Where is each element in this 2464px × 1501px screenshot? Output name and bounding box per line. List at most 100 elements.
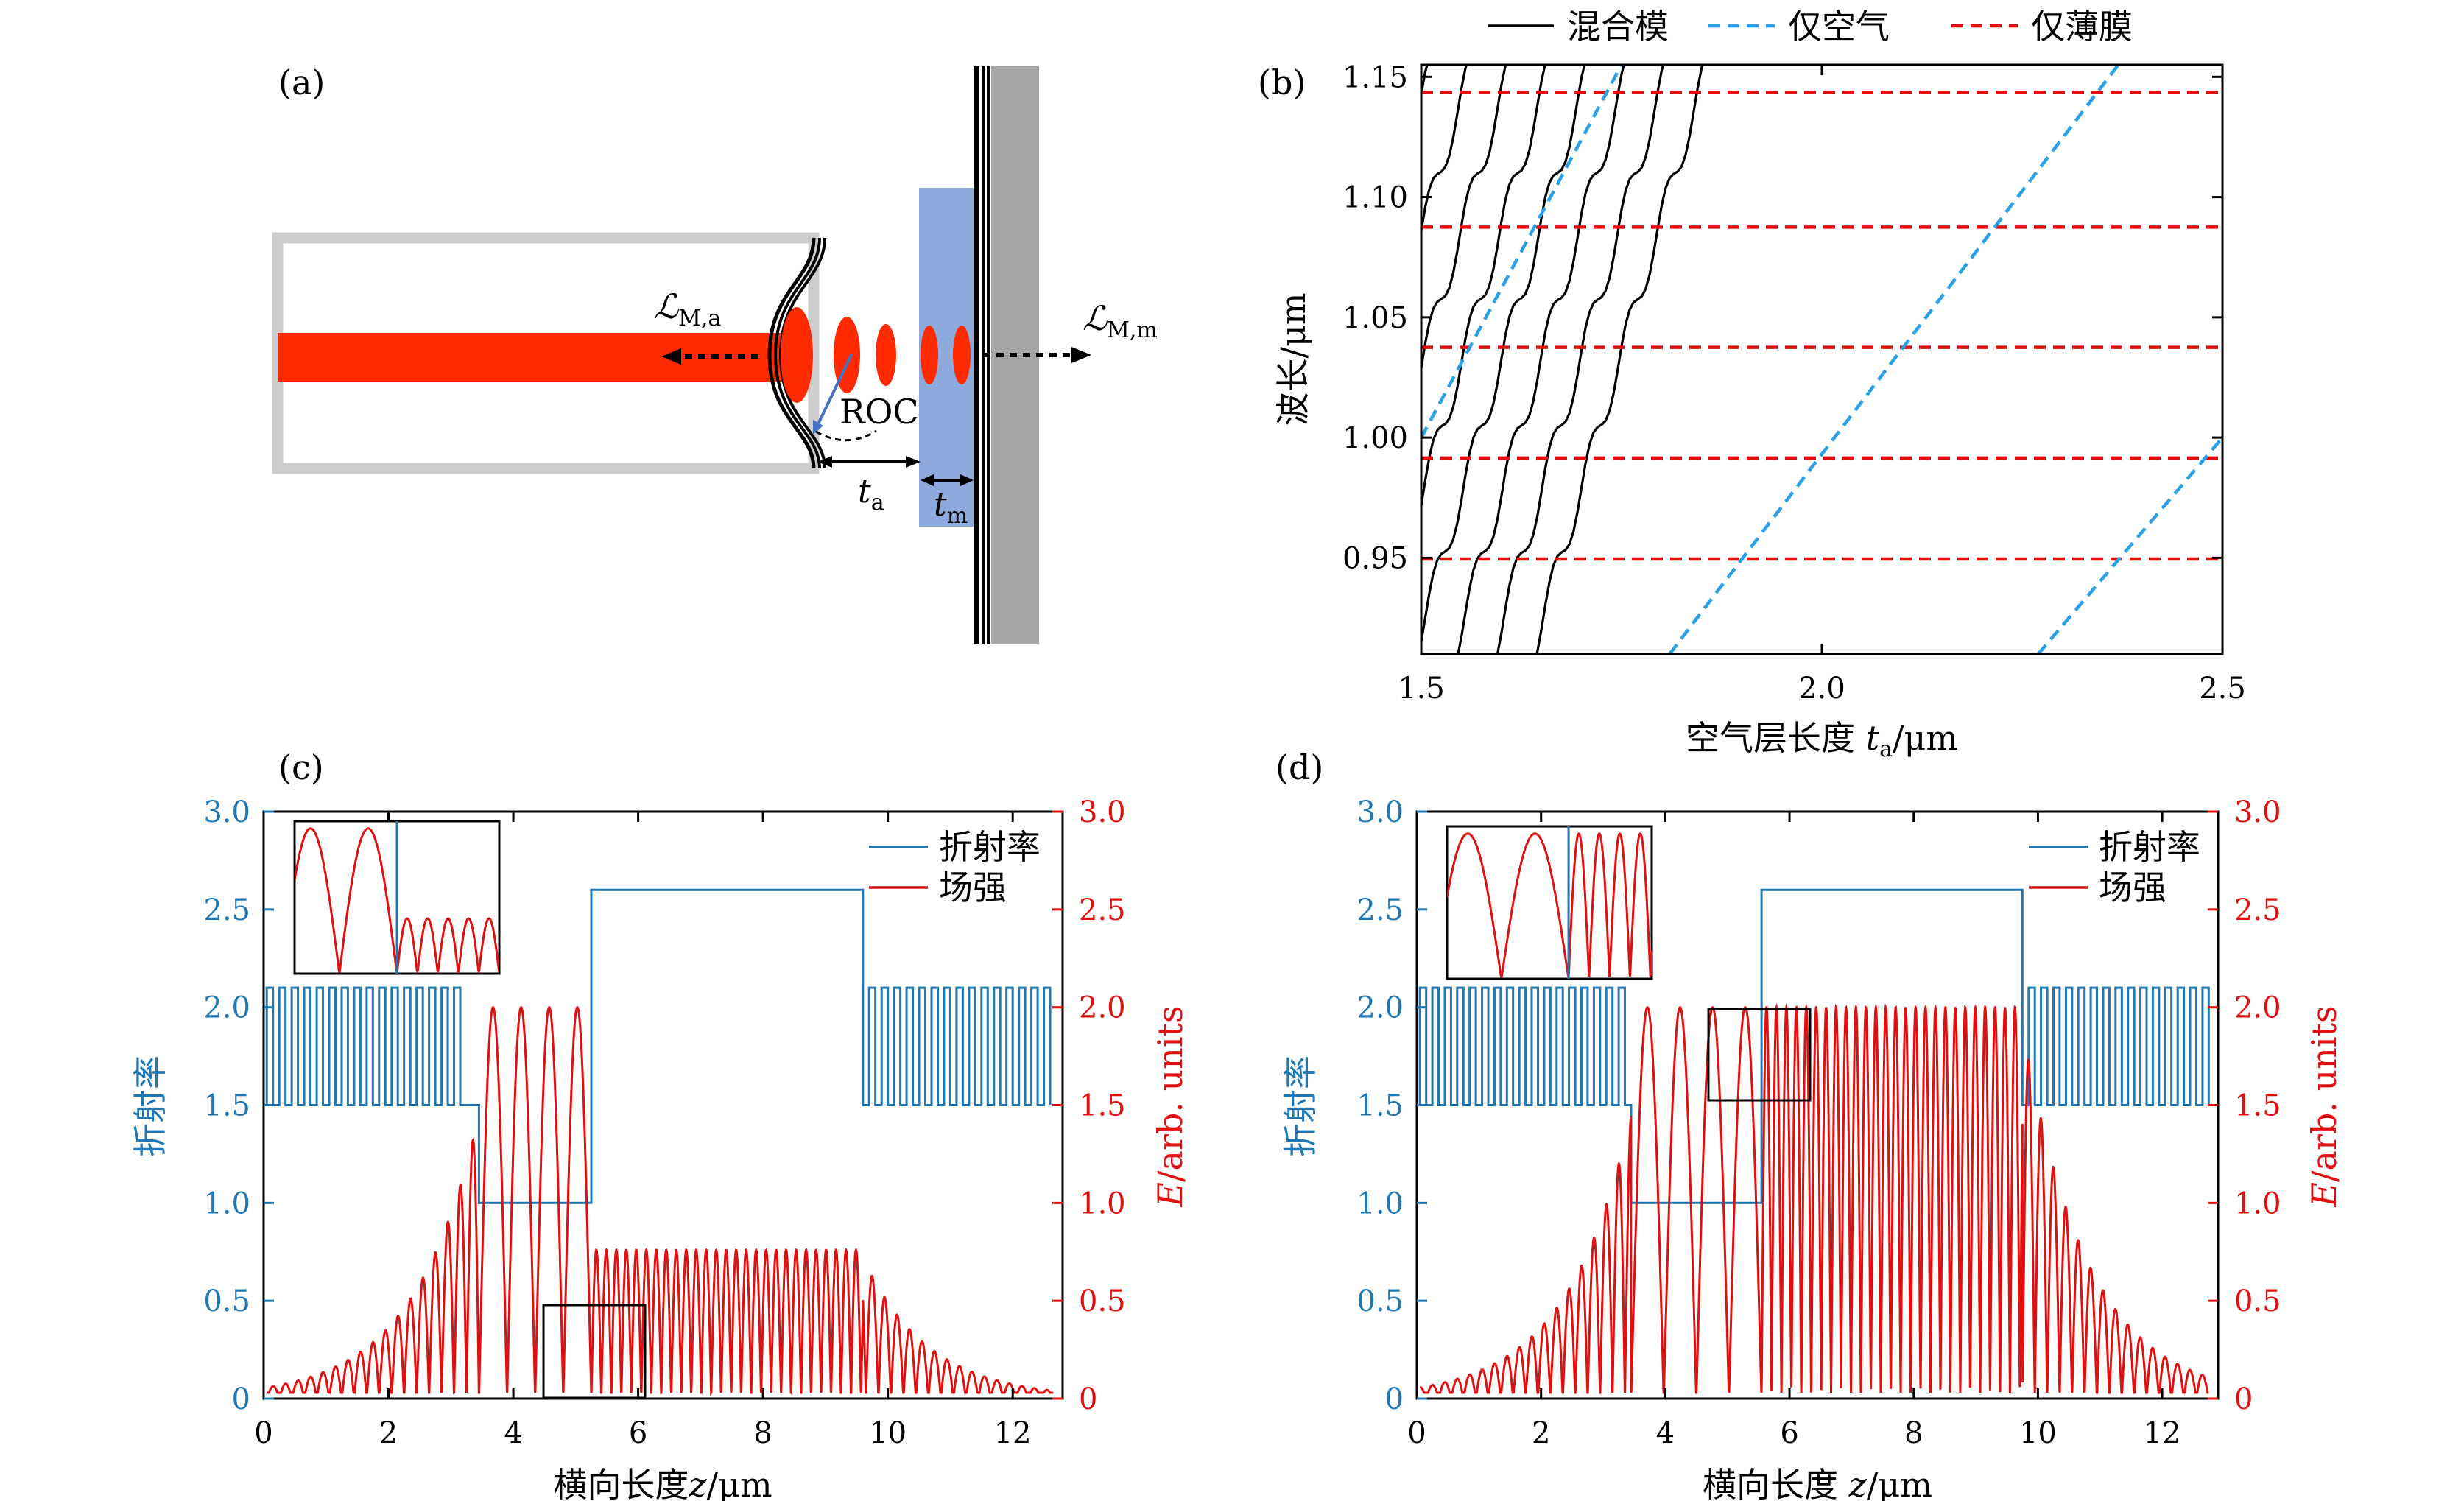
y-tick-label-right: 2.0 xyxy=(2234,991,2281,1025)
x-tick-label: 4 xyxy=(1656,1416,1675,1450)
y-tick-label-right: 0.5 xyxy=(1079,1284,1126,1318)
inset-d-series xyxy=(1447,826,1652,979)
plot-b-series xyxy=(1421,65,2222,654)
y-tick-label-left: 1.5 xyxy=(203,1089,250,1123)
xlabel-b: 空气层长度 ta/μm xyxy=(1686,718,1958,762)
curved-mirror xyxy=(767,237,816,469)
ta-label: ta xyxy=(858,473,884,516)
x-tick-label: 12 xyxy=(2144,1416,2181,1450)
y-tick-label-right: 1.0 xyxy=(1079,1187,1126,1220)
y-tick-label-left: 2.0 xyxy=(203,991,250,1025)
inset-d-region xyxy=(1707,1008,1812,1102)
y-tick-label-left: 2.0 xyxy=(1356,991,1404,1025)
x-tick-label: 12 xyxy=(994,1416,1032,1450)
y-tick-label-left: 0.5 xyxy=(1356,1284,1404,1318)
y-tick-label-right: 1.5 xyxy=(1079,1089,1126,1123)
y-tick-label: 1.10 xyxy=(1342,181,1408,215)
y-tick-label-right: 2.5 xyxy=(2234,893,2281,927)
panel-d: (d) 0 2 4 6 8 10 120 00.5 0.51.0 1.01.5 1.52.0 2.02… xyxy=(1275,748,2344,1501)
plot-b-ticks: 1.5 2.0 2.5 0.95 1.00 1.05 1.10 1.15 xyxy=(1342,60,2246,706)
inset-c-series xyxy=(295,821,499,974)
inset-field-line xyxy=(1447,832,1652,979)
inset-d xyxy=(1446,825,1653,980)
xlabel-c: 横向长度z/μm xyxy=(553,1465,772,1501)
refractive-index-line xyxy=(265,888,1052,1204)
y-tick-label-right: 0 xyxy=(2234,1382,2253,1416)
ylabel-left-d: 折射率 xyxy=(1281,1055,1320,1157)
x-tick-label: 8 xyxy=(753,1416,772,1450)
refractive-index-line xyxy=(1418,888,2210,1204)
legend-b: 混合模 仅空气 仅薄膜 xyxy=(1488,7,2133,46)
y-tick-label-right: 3.0 xyxy=(2234,795,2281,829)
air-only-line xyxy=(2037,436,2222,654)
x-tick-label: 8 xyxy=(1904,1416,1923,1450)
y-tick-label-right: 1.0 xyxy=(2234,1187,2281,1220)
y-tick-label-right: 2.0 xyxy=(1079,991,1126,1025)
y-tick-label-left: 1.0 xyxy=(1356,1187,1404,1220)
legend-item-index: 折射率 xyxy=(939,827,1041,867)
panel-b-label: (b) xyxy=(1258,63,1306,102)
legend-c: 折射率 场强 xyxy=(869,827,1041,907)
y-tick-label-right: 1.5 xyxy=(2234,1089,2281,1123)
plot-c-series xyxy=(265,888,1054,1397)
mixed-mode-line xyxy=(1457,65,1625,654)
x-tick-label: 4 xyxy=(504,1416,522,1450)
legend-item-film: 仅薄膜 xyxy=(2031,7,2133,46)
x-tick-label: 0 xyxy=(254,1416,272,1450)
y-tick-label-left: 3.0 xyxy=(1356,795,1404,829)
field-lobe xyxy=(921,326,938,384)
panel-d-label: (d) xyxy=(1275,748,1323,787)
field-lobe xyxy=(876,324,896,386)
y-tick-label-left: 0.5 xyxy=(203,1284,250,1318)
plot-d-ticks: 0 2 4 6 8 10 120 00.5 0.51.0 1.01.5 1.52.0 2.02.5 2.… xyxy=(1356,795,2281,1450)
mixed-mode-line xyxy=(1421,65,1546,506)
legend-d: 折射率 场强 xyxy=(2029,827,2200,907)
x-tick-label: 10 xyxy=(869,1416,907,1450)
x-tick-label: 0 xyxy=(1407,1416,1426,1450)
y-tick-label-left: 0 xyxy=(1385,1382,1404,1416)
mixed-mode-line xyxy=(1496,65,1665,654)
ylabel-b: 波长/μm xyxy=(1273,292,1313,426)
y-tick-label-right: 0 xyxy=(1079,1382,1097,1416)
field-lobe xyxy=(953,326,971,384)
laser-beam xyxy=(278,333,782,382)
ylabel-right-c: E/arb. units xyxy=(1150,1005,1190,1207)
field-intensity-line xyxy=(1419,1002,2209,1394)
y-tick-label: 1.05 xyxy=(1342,301,1408,335)
tm-label: tm xyxy=(934,486,968,529)
x-tick-label: 6 xyxy=(1780,1416,1798,1450)
inset-c-region xyxy=(542,1304,647,1399)
mixed-mode-line xyxy=(1535,65,1704,654)
y-tick-label-right: 3.0 xyxy=(1079,795,1126,829)
y-tick-label-left: 3.0 xyxy=(203,795,250,829)
x-tick-label: 10 xyxy=(2019,1416,2057,1450)
y-tick-label-left: 2.5 xyxy=(203,893,250,927)
panel-a-label: (a) xyxy=(278,63,325,102)
x-tick-label: 2.5 xyxy=(2199,672,2246,706)
x-tick-label: 6 xyxy=(629,1416,647,1450)
panel-c: (c) 0 2 4 6 8 10 120 00.5 0.51.0 1.01.5 1.52.0 2.02… xyxy=(130,748,1190,1501)
field-intensity-line xyxy=(267,1006,1054,1397)
x-tick-label: 2 xyxy=(379,1416,398,1450)
roc-arrow xyxy=(814,353,853,429)
roc-label: ROC xyxy=(839,392,919,432)
y-tick-label: 1.15 xyxy=(1342,60,1408,94)
y-tick-label: 1.00 xyxy=(1342,421,1408,455)
mixed-mode-line xyxy=(1421,65,1507,368)
legend-item-index: 折射率 xyxy=(2099,827,2200,867)
legend-item-mixed: 混合模 xyxy=(1567,7,1669,46)
field-lobe xyxy=(781,307,813,403)
panel-b: (b) 混合模 仅空气 仅薄膜 1.5 2.0 2.5 0.95 1.00 1.05 1.1… xyxy=(1258,7,2246,762)
plot-c-ticks: 0 2 4 6 8 10 120 00.5 0.51.0 1.01.5 1.52.0 2.02.5 2.… xyxy=(203,795,1125,1450)
field-lobe xyxy=(834,317,860,393)
air-only-line xyxy=(1668,65,2120,654)
y-tick-label-left: 0 xyxy=(232,1382,250,1416)
legend-item-air: 仅空气 xyxy=(1788,7,1890,46)
loss-label-film: ℒM,m xyxy=(1083,298,1158,343)
y-tick-label: 0.95 xyxy=(1342,541,1408,575)
y-tick-label-left: 1.5 xyxy=(1356,1089,1404,1123)
panel-c-label: (c) xyxy=(278,748,324,787)
y-tick-label-right: 2.5 xyxy=(1079,893,1126,927)
panel-a: (a) ℒM,a ℒM,m ROC xyxy=(272,63,1158,644)
